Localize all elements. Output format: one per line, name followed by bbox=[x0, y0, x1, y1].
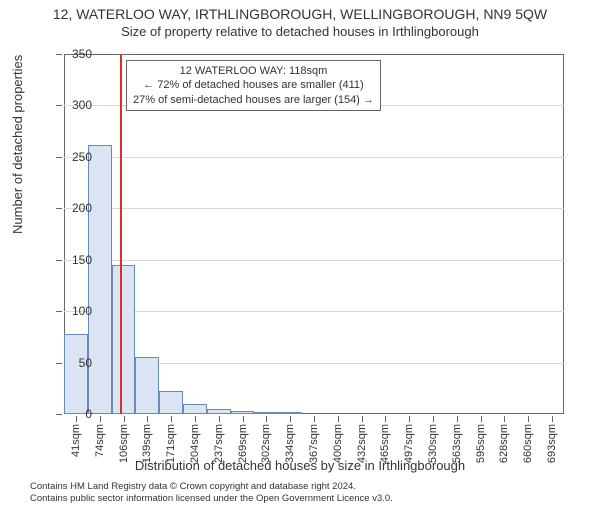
gridline bbox=[64, 157, 564, 158]
callout-line2: ← 72% of detached houses are smaller (41… bbox=[133, 78, 374, 92]
footer: Contains HM Land Registry data © Crown c… bbox=[30, 481, 393, 504]
y-tick-label: 350 bbox=[72, 47, 92, 61]
x-tick-label: 41sqm bbox=[70, 424, 82, 464]
x-tick bbox=[219, 416, 220, 422]
bar bbox=[183, 404, 207, 414]
x-tick-label: 74sqm bbox=[94, 424, 106, 464]
x-tick-label: 367sqm bbox=[308, 424, 320, 464]
y-tick-label: 100 bbox=[72, 304, 92, 318]
y-tick bbox=[56, 363, 62, 364]
x-tick-label: 400sqm bbox=[332, 424, 344, 464]
x-tick bbox=[362, 416, 363, 422]
x-tick bbox=[481, 416, 482, 422]
marker-line bbox=[120, 54, 122, 414]
y-axis-label: Number of detached properties bbox=[10, 55, 25, 234]
x-tick-label: 595sqm bbox=[475, 424, 487, 464]
x-tick-label: 171sqm bbox=[165, 424, 177, 464]
callout-line3: 27% of semi-detached houses are larger (… bbox=[133, 93, 374, 107]
y-tick bbox=[56, 105, 62, 106]
plot-area: 12 WATERLOO WAY: 118sqm ← 72% of detache… bbox=[64, 54, 564, 414]
x-tick bbox=[385, 416, 386, 422]
bar bbox=[88, 145, 112, 414]
x-tick bbox=[266, 416, 267, 422]
y-tick bbox=[56, 414, 62, 415]
x-tick-label: 660sqm bbox=[522, 424, 534, 464]
x-tick-label: 269sqm bbox=[237, 424, 249, 464]
x-tick bbox=[195, 416, 196, 422]
x-tick bbox=[457, 416, 458, 422]
bar bbox=[135, 357, 159, 414]
callout-line1: 12 WATERLOO WAY: 118sqm bbox=[133, 64, 374, 78]
x-tick-label: 432sqm bbox=[356, 424, 368, 464]
y-tick-label: 150 bbox=[72, 253, 92, 267]
gridline bbox=[64, 260, 564, 261]
y-tick-label: 300 bbox=[72, 98, 92, 112]
x-tick bbox=[76, 416, 77, 422]
footer-line1: Contains HM Land Registry data © Crown c… bbox=[30, 481, 393, 492]
x-tick-label: 497sqm bbox=[403, 424, 415, 464]
chart-subtitle: Size of property relative to detached ho… bbox=[0, 24, 600, 39]
x-tick-label: 334sqm bbox=[284, 424, 296, 464]
y-tick bbox=[56, 208, 62, 209]
y-tick-label: 0 bbox=[85, 407, 92, 421]
gridline bbox=[64, 208, 564, 209]
x-tick bbox=[528, 416, 529, 422]
bar bbox=[64, 334, 88, 414]
x-tick-label: 693sqm bbox=[546, 424, 558, 464]
x-tick-label: 563sqm bbox=[451, 424, 463, 464]
x-tick bbox=[338, 416, 339, 422]
bar bbox=[207, 409, 231, 414]
bar bbox=[159, 391, 183, 414]
x-tick-label: 106sqm bbox=[118, 424, 130, 464]
x-tick bbox=[100, 416, 101, 422]
x-tick bbox=[290, 416, 291, 422]
x-tick bbox=[147, 416, 148, 422]
x-tick-label: 204sqm bbox=[189, 424, 201, 464]
bar bbox=[112, 265, 136, 414]
y-tick-label: 50 bbox=[79, 356, 92, 370]
x-tick bbox=[504, 416, 505, 422]
x-tick bbox=[552, 416, 553, 422]
y-tick bbox=[56, 311, 62, 312]
x-tick-label: 530sqm bbox=[427, 424, 439, 464]
y-tick bbox=[56, 157, 62, 158]
y-tick bbox=[56, 54, 62, 55]
bar bbox=[231, 411, 255, 414]
x-tick bbox=[433, 416, 434, 422]
chart-title: 12, WATERLOO WAY, IRTHLINGBOROUGH, WELLI… bbox=[0, 6, 600, 22]
gridline bbox=[64, 311, 564, 312]
y-tick-label: 200 bbox=[72, 201, 92, 215]
x-tick-label: 628sqm bbox=[498, 424, 510, 464]
callout-box: 12 WATERLOO WAY: 118sqm ← 72% of detache… bbox=[126, 60, 381, 111]
bar bbox=[278, 412, 302, 414]
x-tick bbox=[124, 416, 125, 422]
x-tick bbox=[171, 416, 172, 422]
x-tick-label: 465sqm bbox=[379, 424, 391, 464]
y-tick-label: 250 bbox=[72, 150, 92, 164]
x-tick-label: 302sqm bbox=[260, 424, 272, 464]
x-axis-label: Distribution of detached houses by size … bbox=[0, 458, 600, 473]
x-tick bbox=[243, 416, 244, 422]
x-tick bbox=[314, 416, 315, 422]
y-tick bbox=[56, 260, 62, 261]
x-tick-label: 139sqm bbox=[141, 424, 153, 464]
footer-line2: Contains public sector information licen… bbox=[30, 493, 393, 504]
x-tick-label: 237sqm bbox=[213, 424, 225, 464]
bar bbox=[254, 412, 278, 414]
x-tick bbox=[409, 416, 410, 422]
